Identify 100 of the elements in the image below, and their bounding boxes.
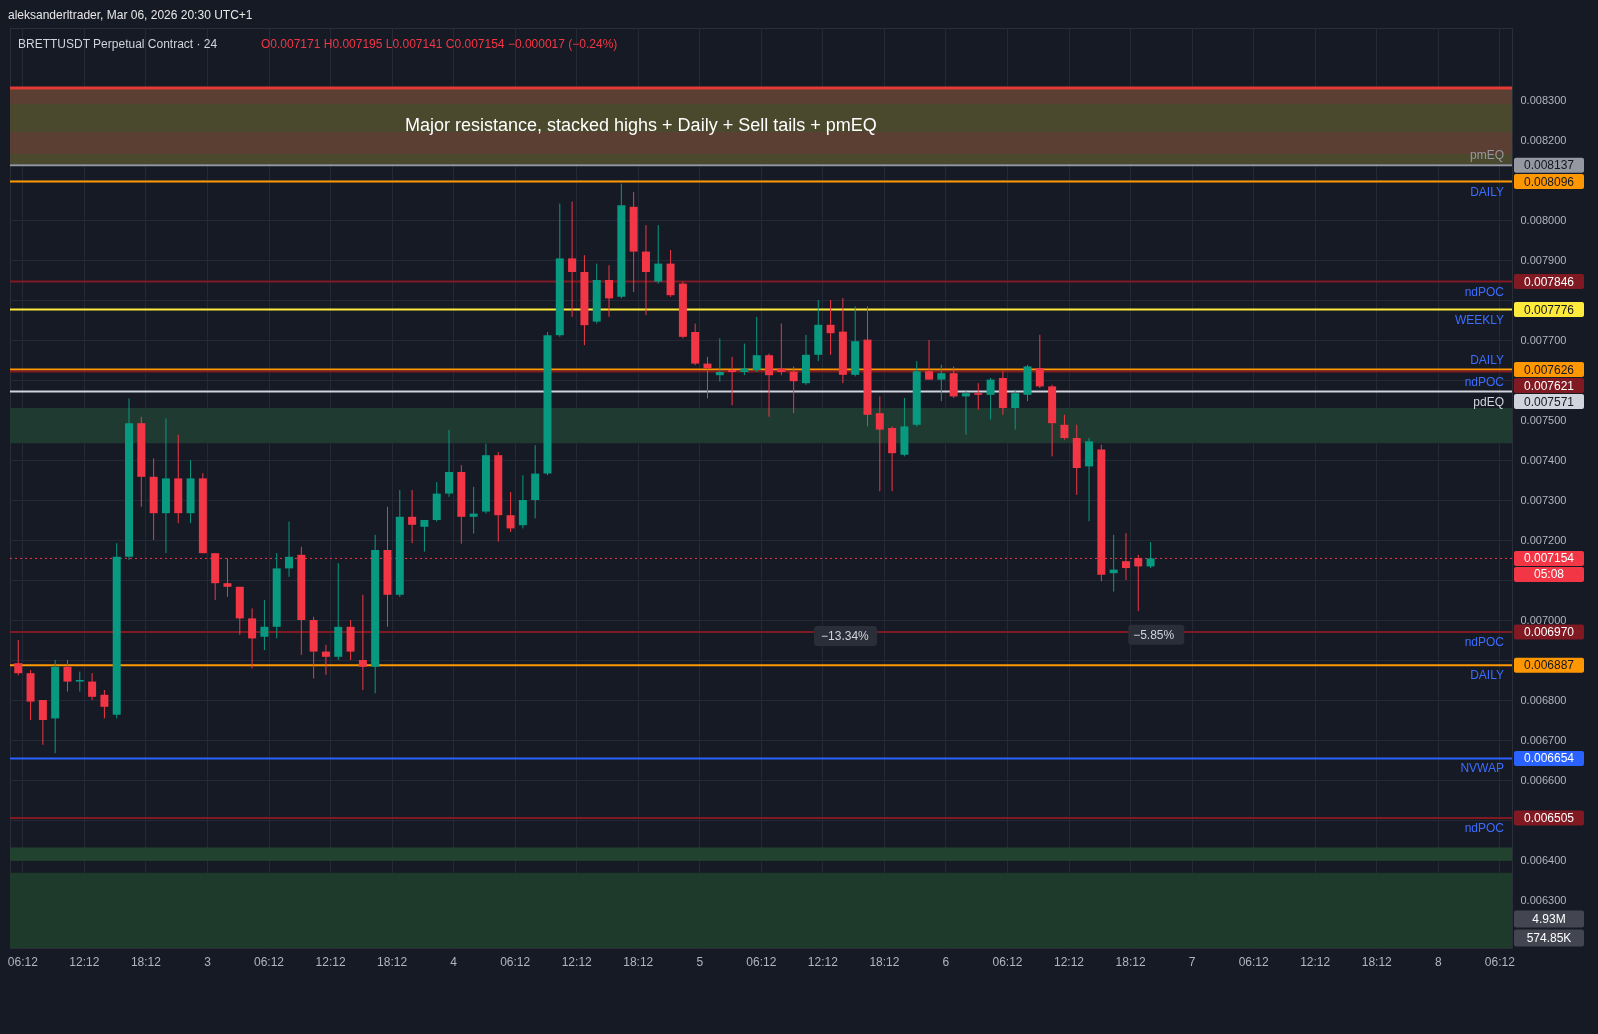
x-tick-label: 06:12 xyxy=(253,954,285,969)
y-tick-label: 0.008300 xyxy=(1520,93,1567,106)
candlestick xyxy=(961,390,970,436)
candlestick xyxy=(654,224,663,285)
candlestick xyxy=(100,689,109,719)
candlestick xyxy=(875,395,884,492)
candlestick xyxy=(469,486,478,535)
candlestick xyxy=(420,519,429,553)
candlestick xyxy=(75,671,84,693)
candlestick xyxy=(38,699,47,746)
band-label: Major resistance, stacked highs + Daily + Sell tails + pmEQ xyxy=(404,115,877,135)
x-tick-label: 06:12 xyxy=(746,954,777,969)
candlestick xyxy=(248,607,257,669)
y-tick-label: 0.007300 xyxy=(1520,493,1567,506)
y-tick-label: 0.006600 xyxy=(1520,773,1567,786)
x-tick-label: 12:12 xyxy=(1300,954,1331,969)
x-tick-label: 18:12 xyxy=(1361,954,1393,969)
text: 4.93M xyxy=(1532,912,1566,926)
x-tick-label: 06:12 xyxy=(1484,954,1516,969)
candlestick xyxy=(1121,532,1130,581)
candlestick xyxy=(949,365,958,399)
x-tick-label: 18:12 xyxy=(623,954,654,969)
x-tick-label: 12:12 xyxy=(807,954,839,969)
y-tick-label: 0.008000 xyxy=(1520,213,1567,226)
candlestick xyxy=(1060,414,1069,441)
candlestick xyxy=(925,339,934,381)
x-tick-label: 12:12 xyxy=(315,954,346,969)
ref-line-label: ndPOC xyxy=(1464,635,1505,649)
candlestick xyxy=(14,639,23,676)
ref-line-label: ndPOC xyxy=(1464,374,1505,389)
candlestick xyxy=(986,377,995,421)
candlestick xyxy=(88,672,97,701)
y-tick-label: 0.006400 xyxy=(1520,853,1567,866)
x-tick-label: 4 xyxy=(450,954,458,969)
text: 574.85K xyxy=(1526,931,1572,945)
candlestick xyxy=(358,594,367,691)
x-tick-label: 8 xyxy=(1434,954,1442,969)
ref-line-label: pdEQ xyxy=(1473,394,1504,409)
text: aleksanderltrader, Mar 06, 2026 20:30 UTC+1 xyxy=(8,8,253,22)
annotation: 0.008137 xyxy=(1523,158,1575,173)
y-tick-label: 0.007000 xyxy=(1520,613,1567,626)
annotation: 0.006887 xyxy=(1523,658,1575,673)
annotation: 0.007154 xyxy=(1523,551,1575,566)
x-tick-label: 5 xyxy=(696,954,704,969)
candlestick xyxy=(641,224,650,316)
annotation: 0.007621 xyxy=(1523,378,1575,393)
candlestick xyxy=(937,364,946,402)
candlestick xyxy=(445,429,454,498)
y-tick-label: 0.007900 xyxy=(1520,253,1567,266)
candlestick xyxy=(974,382,983,411)
x-tick-label: 12:12 xyxy=(1054,954,1085,969)
x-tick-label: 3 xyxy=(204,954,212,969)
y-tick-label: 0.006300 xyxy=(1520,893,1567,906)
candlestick xyxy=(715,337,724,383)
ref-line-label: ndPOC xyxy=(1464,284,1505,299)
candlestick xyxy=(260,599,269,651)
x-tick-label: 6 xyxy=(942,954,950,969)
annotation: 0.007626 xyxy=(1523,362,1575,377)
x-tick-label: 12:12 xyxy=(561,954,593,969)
x-tick-label: 06:12 xyxy=(992,954,1023,969)
candlestick xyxy=(789,365,798,414)
candlestick xyxy=(765,353,774,418)
x-tick-label: 18:12 xyxy=(1115,954,1146,969)
candlestick xyxy=(777,323,786,376)
x-tick-label: 7 xyxy=(1188,954,1196,969)
y-tick-label: 0.006800 xyxy=(1520,693,1567,706)
candlestick xyxy=(568,201,577,318)
annotation: 0.007846 xyxy=(1523,274,1575,289)
candlestick xyxy=(826,299,835,356)
annotation: 05:08 xyxy=(1533,567,1565,582)
ref-line-label: DAILY xyxy=(1470,352,1504,367)
text: BRETTUSDT Perpetual Contract · 24 xyxy=(18,37,218,51)
annotation: 0.007776 xyxy=(1523,302,1575,317)
x-tick-label: 12:12 xyxy=(69,954,100,969)
candlestick xyxy=(1134,554,1143,612)
ref-line-label: ndPOC xyxy=(1464,821,1505,835)
x-tick-label: 18:12 xyxy=(377,954,408,969)
x-tick-label: 06:12 xyxy=(500,954,531,969)
candlestick xyxy=(408,489,417,544)
annotation: −5.85% xyxy=(1133,627,1175,642)
ref-line-label: pmEQ xyxy=(1469,148,1504,163)
ref-line-label: DAILY xyxy=(1470,668,1504,683)
candlestick xyxy=(1146,541,1155,569)
candlestick xyxy=(1035,334,1044,389)
annotation: 0.006505 xyxy=(1523,811,1575,825)
annotation: 0.006970 xyxy=(1523,625,1575,639)
ref-line-label: DAILY xyxy=(1470,184,1504,199)
annotation: −13.34% xyxy=(821,629,870,643)
candlestick xyxy=(63,659,72,693)
text: O0.007171 H0.007195 L0.007141 C0.007154 −0.000017 (−0.24%) xyxy=(261,37,618,51)
annotation: 0.008096 xyxy=(1523,174,1575,189)
y-tick-label: 0.007700 xyxy=(1520,333,1567,346)
x-tick-label: 06:12 xyxy=(7,954,39,969)
annotation: 0.007571 xyxy=(1523,394,1575,409)
candlestick xyxy=(728,356,737,406)
candlestick xyxy=(752,316,761,373)
y-tick-label: 0.006700 xyxy=(1520,733,1567,746)
y-tick-label: 0.007500 xyxy=(1520,413,1567,426)
y-tick-label: 0.007200 xyxy=(1520,533,1567,546)
candlestick xyxy=(506,491,515,533)
